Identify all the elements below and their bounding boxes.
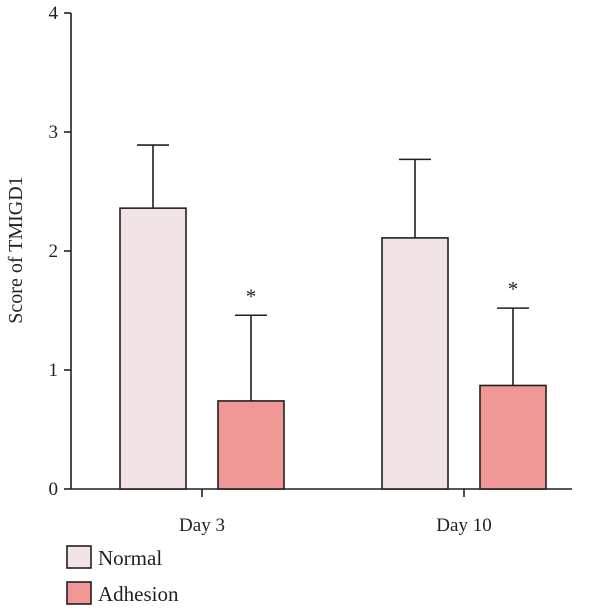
bar-adhesion: [479, 384, 547, 490]
y-tick-label: 2: [49, 241, 59, 262]
bar-normal: [381, 237, 449, 490]
bars: * *: [119, 144, 547, 490]
legend: Normal Adhesion: [66, 545, 179, 606]
x-tick-label: Day 3: [179, 515, 225, 536]
bar-normal: [119, 207, 187, 490]
legend-label-adhesion: Adhesion: [98, 582, 179, 606]
legend-swatch-adhesion: [66, 581, 92, 605]
x-tick-label: Day 10: [436, 515, 491, 536]
y-axis-title: Score of TMIGD1: [5, 176, 27, 323]
bar-adhesion: [217, 400, 285, 490]
legend-swatch-normal: [66, 545, 92, 569]
y-tick-label: 3: [49, 122, 59, 143]
significance-marker: *: [246, 284, 257, 308]
y-tick-label: 4: [49, 3, 59, 24]
x-axis: Day 3 Day 10: [71, 488, 572, 536]
legend-label-normal: Normal: [98, 546, 162, 570]
y-tick-label: 0: [49, 479, 59, 500]
y-tick-label: 1: [49, 360, 59, 381]
significance-marker: *: [508, 277, 519, 301]
y-axis: 0 1 2 3 4: [49, 3, 72, 500]
